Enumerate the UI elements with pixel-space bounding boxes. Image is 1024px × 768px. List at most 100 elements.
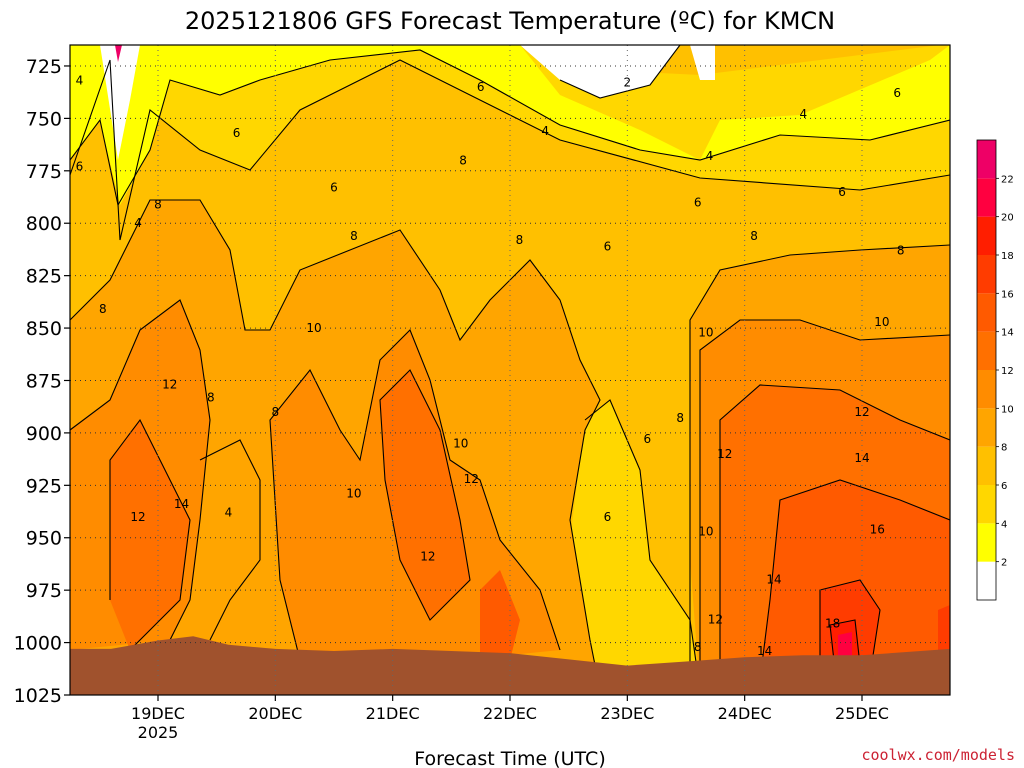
chart-title: 2025121806 GFS Forecast Temperature (ºC)… xyxy=(185,7,835,35)
isotherm-label: 8 xyxy=(207,390,215,404)
isotherm-label: 8 xyxy=(99,302,107,316)
isotherm-label: 12 xyxy=(708,613,723,627)
band-0to2 xyxy=(520,45,715,98)
isotherm-label: 8 xyxy=(154,197,162,211)
isotherm-label: 4 xyxy=(541,124,549,138)
isotherm-label: 12 xyxy=(162,378,177,392)
colorbar-swatch xyxy=(977,446,996,485)
colorbar-swatch xyxy=(977,561,996,600)
colorbar-swatch xyxy=(977,178,996,217)
isotherm-label: 14 xyxy=(174,497,189,511)
y-tick-label: 1025 xyxy=(14,685,62,707)
band-4to6 xyxy=(70,45,950,190)
isotherm-label: 10 xyxy=(306,321,321,335)
colorbar-label: 8 xyxy=(1001,443,1007,454)
y-tick-label: 750 xyxy=(26,108,62,130)
x-tick-label: 20DEC xyxy=(248,704,302,723)
x-tick-label: 23DEC xyxy=(600,704,654,723)
isotherm-label: 8 xyxy=(350,229,358,243)
y-tick-label: 775 xyxy=(26,161,62,183)
gridlines xyxy=(70,45,950,696)
isotherm-label: 6 xyxy=(694,195,702,209)
colorbar-swatch xyxy=(977,485,996,524)
isotherm-label: 2 xyxy=(624,76,632,90)
isotherm-label: 6 xyxy=(604,239,612,253)
isotherm-label: 6 xyxy=(643,432,651,446)
colorbar-label: 14 xyxy=(1001,328,1014,339)
y-tick-label: 975 xyxy=(26,580,62,602)
band-12to14-mid xyxy=(380,370,470,620)
isotherm-label: 8 xyxy=(516,233,524,247)
isotherm-label: 12 xyxy=(464,472,479,486)
credit-text: coolwx.com/models xyxy=(861,746,1015,764)
isotherm-lines xyxy=(70,45,950,691)
band-20plus-top xyxy=(115,45,122,62)
colorbar-label: 2 xyxy=(1001,558,1007,569)
isotherm-label: 10 xyxy=(698,524,713,538)
isotherm-label: 6 xyxy=(233,126,241,140)
x-tick-year-label: 2025 xyxy=(138,723,179,742)
isotherm-labels: 2 4 4 4 4 4 4 6 6 6 6 6 6 6 6 6 6 8 8 8 8 8 8 8 8 8 8 8 10 10 10 10 10 10… xyxy=(76,74,905,658)
y-tick-label: 800 xyxy=(26,213,62,235)
isotherm-label: 8 xyxy=(676,411,684,425)
band-yellow-23dec xyxy=(570,400,700,690)
band-14to16-mid xyxy=(480,570,520,660)
colorbar-label: 6 xyxy=(1001,481,1007,492)
isotherm-label: 6 xyxy=(893,86,901,100)
y-tick-label: 900 xyxy=(26,423,62,445)
isotherm-label: 4 xyxy=(706,149,714,163)
isotherm-label: 10 xyxy=(698,325,713,339)
colorbar-swatch xyxy=(977,408,996,447)
isotherm-label: 12 xyxy=(854,405,869,419)
isotherm-label: 4 xyxy=(800,107,808,121)
colorbar-swatch xyxy=(977,331,996,370)
colorbar-swatch xyxy=(977,216,996,255)
isotherm-label: 10 xyxy=(453,436,468,450)
isotherm-label: 12 xyxy=(420,550,435,564)
x-tick-label: 25DEC xyxy=(835,704,889,723)
colorbar-label: 16 xyxy=(1001,289,1014,300)
isotherm-label: 6 xyxy=(477,80,485,94)
isotherm-label: 8 xyxy=(459,153,467,167)
isotherm-label: 6 xyxy=(330,181,338,195)
y-axis: 725 750 775 800 825 850 875 900 925 950 975 1000 102… xyxy=(14,56,70,707)
colorbar-swatch xyxy=(977,523,996,562)
isotherm-label: 14 xyxy=(766,573,781,587)
colorbar: 2 4 6 8 10 12 14 16 18 20 22 xyxy=(976,139,1014,601)
band-14to16-right xyxy=(760,480,950,680)
band-12to14 xyxy=(110,420,190,650)
x-tick-label: 22DEC xyxy=(483,704,537,723)
y-tick-label: 1000 xyxy=(14,633,62,655)
y-tick-label: 875 xyxy=(26,370,62,392)
colorbar-label: 12 xyxy=(1001,366,1014,377)
isotherm-label: 4 xyxy=(76,74,84,88)
colorbar-swatch xyxy=(977,140,996,179)
colorbar-swatch xyxy=(977,255,996,294)
isotherm-label: 10 xyxy=(874,315,889,329)
x-axis-label: Forecast Time (UTC) xyxy=(414,748,605,768)
colorbar-label: 22 xyxy=(1001,174,1014,185)
band-0to2-left xyxy=(100,45,140,160)
isotherm-label: 12 xyxy=(130,510,145,524)
isotherm-label: 8 xyxy=(272,405,280,419)
plot-area: 2 4 4 4 4 4 4 6 6 6 6 6 6 6 6 6 6 8 8 8 8 8 8 8 8 8 8 8 10 10 10 10 10 10… xyxy=(69,44,951,696)
y-tick-label: 950 xyxy=(26,528,62,550)
isotherm-label: 4 xyxy=(134,216,142,230)
isotherm-label: 6 xyxy=(76,160,84,174)
isotherm-label: 8 xyxy=(897,243,905,257)
y-tick-label: 925 xyxy=(26,475,62,497)
colorbar-label: 20 xyxy=(1001,213,1014,224)
y-tick-label: 725 xyxy=(26,56,62,78)
isotherm-label: 6 xyxy=(838,185,846,199)
isotherm-label: 10 xyxy=(346,487,361,501)
isotherm-label: 14 xyxy=(757,644,772,658)
y-tick-label: 825 xyxy=(26,266,62,288)
colorbar-label: 4 xyxy=(1001,519,1007,530)
colorbar-swatch xyxy=(977,370,996,409)
x-tick-label: 19DEC xyxy=(131,704,185,723)
isotherm-label: 18 xyxy=(825,617,840,631)
isotherm-label: 8 xyxy=(750,229,758,243)
isotherm-label: 4 xyxy=(225,506,233,520)
